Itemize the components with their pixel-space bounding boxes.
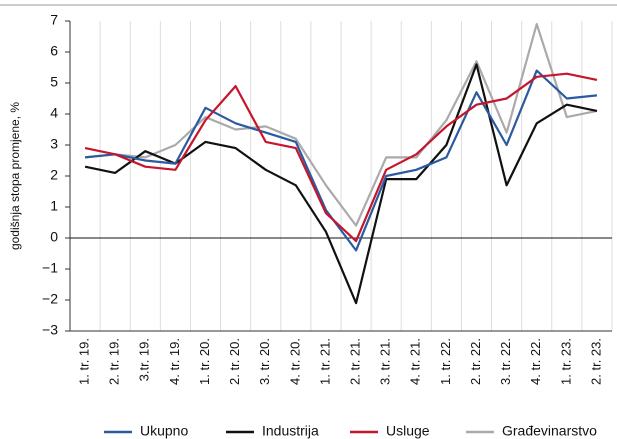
y-tick-label: 7 xyxy=(50,12,58,28)
x-tick-label: 2. tr. 19. xyxy=(107,338,122,385)
y-tick-label: −2 xyxy=(42,291,58,307)
y-tick-label: −1 xyxy=(42,260,58,276)
y-axis-label: godišnja stopa promjene, % xyxy=(8,102,22,250)
x-tick-label: 1. tr. 20. xyxy=(197,338,212,385)
y-tick-label: 0 xyxy=(50,229,58,245)
y-tick-label: 1 xyxy=(50,198,58,214)
series-line xyxy=(84,72,598,243)
series-line xyxy=(84,69,598,252)
x-tick-label: 2. tr. 21. xyxy=(347,338,362,385)
x-tick-label: 1. tr. 19. xyxy=(76,338,91,385)
x-tick-label: 4. tr. 22. xyxy=(528,338,543,385)
legend-label: Usluge xyxy=(386,423,430,439)
x-tick-label: 4. tr. 21. xyxy=(408,338,423,385)
x-tick-label: 3. tr. 20. xyxy=(257,338,272,385)
y-tick-label: 6 xyxy=(50,43,58,59)
x-tick-label: 2. tr. 20. xyxy=(227,338,242,385)
x-tick-label: 1. tr. 22. xyxy=(438,338,453,385)
x-tick-label: 1. tr. 21. xyxy=(317,338,332,385)
x-tick-label: 3. tr. 22. xyxy=(498,338,513,385)
x-tick-label: 4. tr. 20. xyxy=(287,338,302,385)
y-tick-label: 3 xyxy=(50,136,58,152)
y-tick-label: 2 xyxy=(50,167,58,183)
series-line xyxy=(84,23,598,227)
legend-label: Industrija xyxy=(262,423,319,439)
x-tick-label: 3.tr. 19. xyxy=(137,338,152,381)
y-tick-label: −3 xyxy=(42,322,58,338)
y-tick-label: 5 xyxy=(50,74,58,90)
legend-label: Ukupno xyxy=(140,423,188,439)
x-tick-label: 2. tr. 22. xyxy=(468,338,483,385)
x-tick-label: 4. tr. 19. xyxy=(167,338,182,385)
y-tick-label: 4 xyxy=(50,105,58,121)
series-line xyxy=(84,63,598,305)
x-tick-label: 3. tr. 21. xyxy=(378,338,393,385)
legend-label: Građevinarstvo xyxy=(502,423,597,439)
x-tick-label: 2. tr. 23. xyxy=(588,338,603,385)
x-tick-label: 1. tr. 23. xyxy=(558,338,573,385)
